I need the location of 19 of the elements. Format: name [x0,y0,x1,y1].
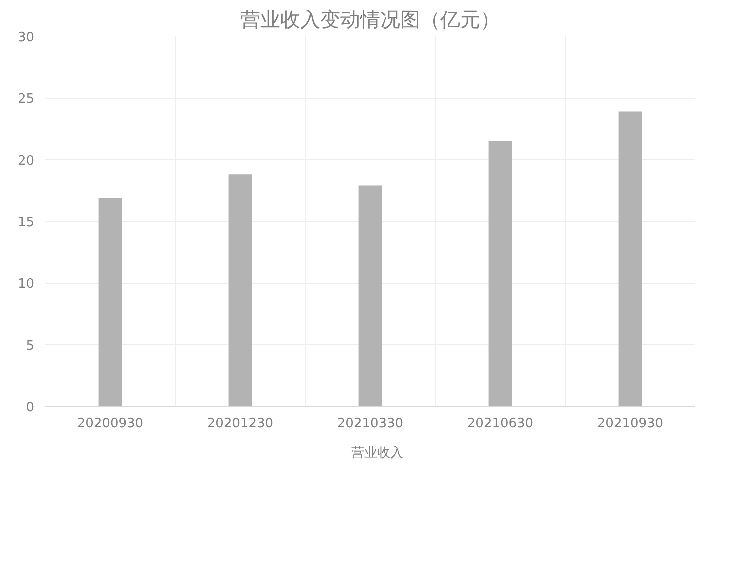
x-tick-label: 20200930 [77,416,144,432]
bar [358,186,382,406]
y-tick-label: 20 [18,154,35,169]
x-tick-label: 20210630 [467,416,534,432]
x-tick-label: 20201230 [207,416,274,432]
y-tick-label: 0 [26,400,35,416]
chart-title: 营业收入变动情况图（亿元） [240,8,500,32]
x-tick-label: 20210330 [337,416,404,432]
bar [488,141,512,406]
y-tick-label: 10 [18,277,35,292]
bar [618,112,642,406]
y-tick-label: 25 [18,92,35,108]
bar [228,174,252,406]
y-tick-label: 30 [18,30,35,46]
x-tick-label: 20210930 [597,416,664,432]
bar [98,198,122,406]
y-tick-label: 5 [26,338,35,354]
y-tick-label: 15 [18,216,35,230]
text: 营业收入 [352,445,404,462]
